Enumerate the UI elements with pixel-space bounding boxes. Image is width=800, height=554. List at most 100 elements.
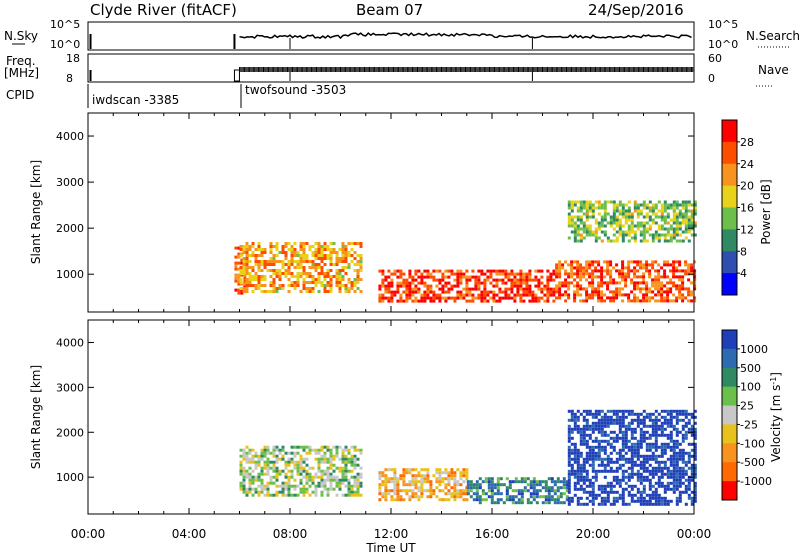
heat-cell	[432, 299, 436, 303]
heat-cell	[684, 430, 688, 434]
heat-cell	[645, 454, 649, 458]
heat-cell	[552, 272, 556, 276]
heat-cell	[435, 477, 439, 481]
heat-cell	[501, 278, 505, 282]
heat-cell	[353, 493, 357, 497]
heat-cell	[621, 412, 625, 416]
heat-cell	[444, 290, 448, 294]
heat-cell	[353, 478, 357, 482]
heat-cell	[669, 475, 673, 479]
heat-cell	[582, 502, 586, 506]
heat-cell	[332, 251, 336, 254]
heat-cell	[537, 278, 541, 282]
heat-cell	[453, 477, 457, 481]
heat-cell	[489, 290, 493, 294]
heat-cell	[690, 221, 694, 225]
heat-cell	[624, 445, 628, 449]
heat-cell	[505, 477, 509, 481]
heat-cell	[290, 248, 294, 251]
heat-cell	[576, 218, 580, 222]
heat-cell	[582, 439, 586, 443]
heat-cell	[678, 454, 682, 458]
heat-cell	[681, 466, 685, 470]
heat-cell	[335, 445, 339, 449]
heat-cell	[447, 477, 451, 481]
heat-cell	[636, 287, 640, 291]
heat-cell	[453, 474, 457, 478]
heat-cell	[660, 502, 664, 506]
heat-cell	[423, 489, 427, 493]
heat-cell	[630, 215, 634, 219]
heat-cell	[606, 296, 610, 300]
heat-cell	[381, 296, 385, 300]
heat-cell	[627, 439, 631, 443]
heat-cell	[495, 272, 499, 276]
velocity-colorbar-swatch	[722, 462, 737, 482]
heat-cell	[344, 493, 348, 497]
heat-cell	[317, 466, 321, 470]
heat-cell	[302, 269, 306, 272]
heat-cell	[522, 290, 526, 294]
heat-cell	[444, 477, 448, 481]
heat-cell	[633, 287, 637, 291]
heat-cell	[627, 233, 631, 237]
heat-cell	[639, 454, 643, 458]
heat-cell	[317, 460, 321, 464]
heat-cell	[544, 483, 548, 487]
heat-cell	[636, 472, 640, 476]
heat-cell	[278, 260, 282, 263]
heat-cell	[338, 248, 342, 251]
heat-cell	[549, 287, 553, 291]
heat-cell	[356, 242, 360, 245]
heat-cell	[308, 484, 312, 488]
heat-cell	[651, 427, 655, 431]
heat-cell	[402, 483, 406, 487]
heat-cell	[582, 433, 586, 437]
heat-cell	[588, 451, 592, 455]
heat-cell	[630, 466, 634, 470]
heat-cell	[621, 421, 625, 425]
heat-cell	[636, 475, 640, 479]
heat-cell	[251, 251, 255, 254]
heat-cell	[453, 284, 457, 288]
heat-cell	[272, 260, 276, 263]
heat-cell	[245, 263, 249, 266]
heat-cell	[378, 299, 382, 303]
heat-cell	[681, 206, 685, 210]
heat-cell	[627, 224, 631, 228]
heat-cell	[693, 299, 697, 303]
heat-cell	[690, 496, 694, 500]
heat-cell	[639, 442, 643, 446]
heat-cell	[335, 281, 339, 284]
heat-cell	[453, 483, 457, 487]
heat-cell	[597, 430, 601, 434]
heat-cell	[669, 278, 673, 282]
heat-cell	[317, 248, 321, 251]
heat-cell	[645, 475, 649, 479]
heat-cell	[523, 486, 527, 490]
heat-cell	[474, 278, 478, 282]
heat-cell	[248, 266, 252, 269]
heat-cell	[326, 460, 330, 464]
heat-cell	[423, 284, 427, 288]
heat-cell	[672, 448, 676, 452]
heat-cell	[522, 299, 526, 303]
heat-cell	[606, 260, 610, 264]
heat-cell	[576, 269, 580, 273]
heat-cell	[278, 451, 282, 455]
heat-cell	[666, 233, 670, 237]
heat-cell	[693, 206, 697, 210]
heat-cell	[390, 489, 394, 493]
heat-cell	[609, 451, 613, 455]
heat-cell	[639, 299, 643, 303]
heat-cell	[648, 424, 652, 428]
heat-cell	[567, 296, 571, 300]
heat-cell	[338, 275, 342, 278]
heat-cell	[570, 451, 574, 455]
heat-cell	[561, 293, 565, 297]
heat-cell	[266, 469, 270, 473]
heat-cell	[411, 290, 415, 294]
heat-cell	[272, 290, 276, 293]
heat-cell	[687, 278, 691, 282]
